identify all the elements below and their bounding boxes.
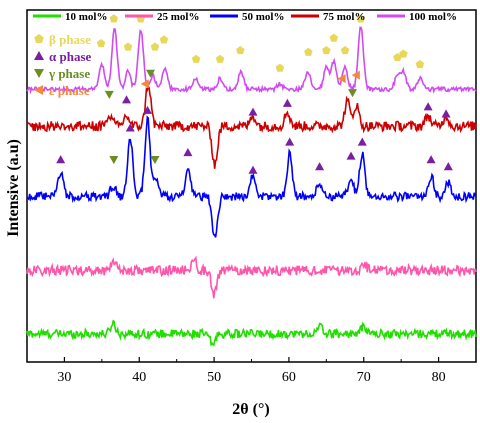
y-axis-label: Intensive (a.u) (5, 139, 22, 237)
phase-marker-layer (56, 14, 453, 174)
triangle-left-marker (351, 70, 360, 80)
phase-legend-label: γ phase (48, 66, 90, 81)
x-axis-ticks: 30 40 50 60 70 80 (26, 357, 477, 385)
legend: 10 mol% 25 mol% 50 mol% 75 mol% 100 mol% (33, 11, 457, 23)
triangle-left-marker (337, 74, 346, 84)
legend-label: 10 mol% (65, 11, 107, 23)
legend-label: 75 mol% (323, 11, 365, 23)
pentagon-marker (340, 45, 350, 55)
triangle-up-marker (423, 102, 433, 111)
triangle-up-marker (282, 98, 292, 107)
pentagon-marker (356, 14, 366, 23)
triangle-up-marker (56, 155, 66, 164)
triangle-up-marker (285, 137, 295, 146)
pentagon-marker (393, 53, 402, 62)
pentagon-marker (159, 35, 169, 44)
x-tick-label: 80 (432, 370, 446, 385)
legend-label: 100 mol% (409, 11, 457, 23)
pentagon-marker (304, 47, 313, 56)
triangle-up-marker (248, 107, 258, 116)
pentagon-marker (109, 14, 119, 23)
triangle-left-legend-marker (34, 85, 43, 95)
triangle-down-marker (109, 156, 119, 165)
series-layer (26, 26, 477, 347)
series-line-100-mol- (26, 26, 477, 95)
triangle-up-marker (357, 137, 367, 146)
triangle-up-marker (441, 109, 451, 118)
triangle-up-marker (426, 155, 436, 164)
pentagon-marker (215, 54, 225, 63)
triangle-up-marker (315, 162, 325, 171)
pentagon-marker (191, 54, 201, 63)
legend-label: 25 mol% (157, 11, 199, 23)
triangle-down-marker (150, 156, 160, 165)
pentagon-marker (415, 60, 425, 69)
pentagon-marker (329, 33, 339, 42)
triangle-up-marker (142, 105, 152, 114)
triangle-down-marker (145, 69, 155, 78)
series-line-25-mol- (26, 255, 477, 299)
triangle-down-marker (348, 89, 358, 98)
legend-label: 50 mol% (242, 11, 284, 23)
phase-legend-label: α phase (49, 49, 92, 64)
triangle-down-legend-marker (34, 69, 44, 78)
pentagon-marker (322, 45, 331, 55)
x-axis-label: 2θ (°) (232, 401, 269, 418)
triangle-up-marker (122, 95, 132, 104)
pentagon-marker (96, 38, 106, 48)
triangle-up-marker (183, 148, 193, 157)
pentagon-marker (123, 42, 133, 51)
pentagon-marker (275, 63, 285, 72)
x-tick-label: 40 (132, 370, 146, 385)
pentagon-marker (236, 45, 245, 55)
triangle-up-legend-marker (34, 51, 44, 60)
series-line-75-mol- (26, 84, 477, 169)
triangle-down-marker (104, 90, 114, 99)
phase-legend: β phase α phase γ phase ε phase (34, 32, 92, 98)
x-tick-label: 50 (207, 370, 221, 385)
pentagon-marker (150, 42, 160, 51)
pentagon-marker (399, 49, 408, 58)
triangle-up-marker (125, 123, 135, 132)
triangle-left-marker (140, 79, 149, 89)
triangle-up-marker (248, 165, 258, 174)
series-line-10-mol- (26, 319, 477, 347)
phase-legend-label: β phase (49, 32, 91, 47)
pentagon-legend-marker (34, 34, 44, 44)
x-tick-label: 30 (57, 370, 71, 385)
x-tick-label: 60 (282, 370, 296, 385)
x-tick-label: 70 (357, 370, 371, 385)
plot-frame (26, 9, 477, 363)
triangle-up-marker (443, 162, 453, 171)
phase-legend-label: ε phase (49, 83, 90, 98)
series-line-50-mol- (26, 115, 477, 238)
triangle-up-marker (346, 151, 356, 160)
